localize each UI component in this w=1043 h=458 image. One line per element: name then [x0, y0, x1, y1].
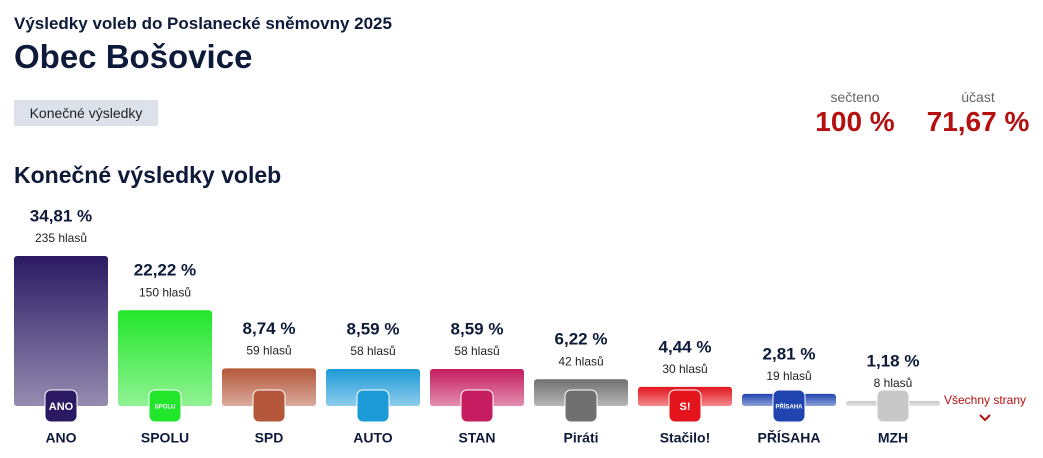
logo-text: S!: [680, 401, 691, 413]
value-label: 1,18 %: [867, 351, 920, 370]
value-label: 8,59 %: [451, 319, 504, 338]
more-link[interactable]: Všechny strany: [944, 393, 1026, 407]
logo-text: ANO: [49, 401, 74, 413]
logo-text: PŘÍSAHA: [775, 403, 803, 411]
category-label: SPOLU: [141, 430, 189, 446]
party-logo: [460, 389, 494, 423]
bar-sheen: [430, 368, 524, 406]
party-logo: [44, 389, 78, 423]
category-label: SPD: [255, 430, 284, 446]
page-title: Obec Bošovice: [14, 38, 253, 75]
category-label: Piráti: [563, 430, 598, 446]
vote-label: 42 hlasů: [558, 354, 603, 368]
party-logo: [252, 389, 286, 423]
vote-label: 150 hlasů: [139, 285, 191, 299]
value-label: 8,74 %: [243, 319, 296, 338]
party-logo: [668, 389, 702, 423]
bar-sheen: [326, 368, 420, 406]
category-label: Stačilo!: [660, 430, 711, 446]
category-label: MZH: [878, 430, 908, 446]
chevron[interactable]: [979, 414, 991, 422]
vote-label: 58 hlasů: [350, 344, 395, 358]
vote-label: 30 hlasů: [662, 362, 707, 376]
logo-text: SPOLU: [155, 405, 176, 411]
value-label: 4,44 %: [659, 337, 712, 356]
value-label: 34,81 %: [30, 206, 92, 225]
vote-label: 8 hlasů: [874, 376, 913, 390]
category-label: PŘÍSAHA: [757, 429, 820, 446]
value-label: 6,22 %: [555, 330, 608, 349]
vote-label: 59 hlasů: [246, 344, 291, 358]
bar-sheen: [222, 368, 316, 406]
stat-label: účast: [961, 89, 995, 105]
vote-label: 19 hlasů: [766, 369, 811, 383]
vote-label: 58 hlasů: [454, 344, 499, 358]
category-label: ANO: [45, 430, 76, 446]
party-logo: [356, 389, 390, 423]
page-subtitle: Výsledky voleb do Poslanecké sněmovny 20…: [14, 14, 392, 33]
party-logo: [564, 389, 598, 423]
bar-sheen: [118, 310, 212, 406]
party-logo: [876, 389, 910, 423]
party-logo: [772, 389, 806, 423]
vote-label: 235 hlasů: [35, 231, 87, 245]
party-logo: [148, 389, 182, 423]
category-label: STAN: [458, 430, 495, 446]
stat-value: 100 %: [815, 106, 895, 137]
stat-value: 71,67 %: [926, 106, 1030, 137]
value-label: 2,81 %: [763, 344, 816, 363]
value-label: 22,22 %: [134, 261, 196, 280]
chart-title: Konečné výsledky voleb: [14, 162, 282, 188]
stat-label: sečteno: [830, 89, 880, 105]
tab[interactable]: Konečné výsledky: [14, 100, 158, 126]
value-label: 8,59 %: [347, 319, 400, 338]
bar-sheen: [14, 255, 108, 406]
category-label: AUTO: [353, 430, 393, 446]
